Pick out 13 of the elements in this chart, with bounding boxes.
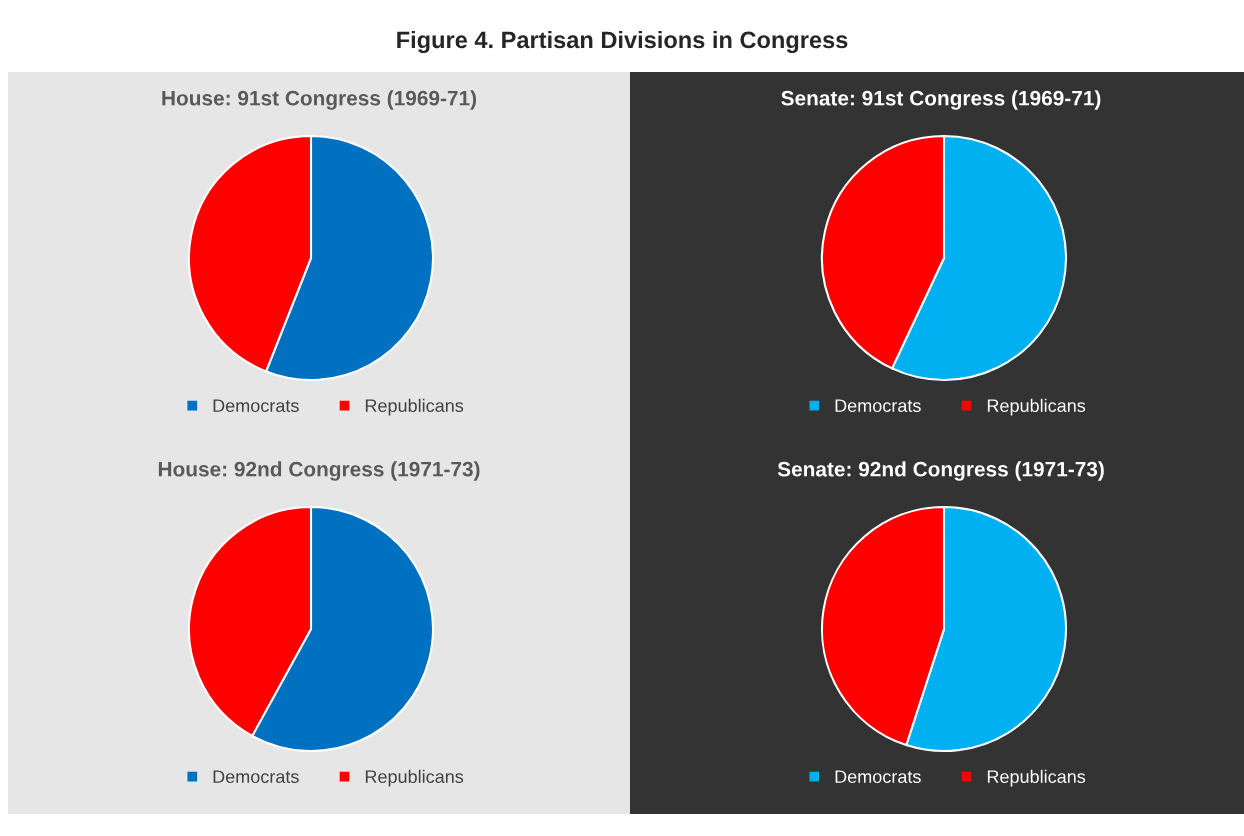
chart-title: House: 92nd Congress (1971-73) <box>158 461 480 481</box>
legend-label: Republicans <box>365 398 464 416</box>
legend-label: Republicans <box>987 398 1086 416</box>
chart-title: House: 91st Congress (1969-71) <box>162 90 477 110</box>
chart-title: Senate: 91st Congress (1969-71) <box>781 90 1101 110</box>
legend-label: Republicans <box>365 769 464 787</box>
legend-label: Republicans <box>987 769 1086 787</box>
chart-title: Senate: 92nd Congress (1971-73) <box>777 461 1104 481</box>
legend-label: Democrats <box>213 399 299 413</box>
legend-label: Democrats <box>835 399 921 413</box>
legend-label: Democrats <box>213 770 299 784</box>
legend-label: Democrats <box>835 770 921 784</box>
text: Figure 4. Partisan Divisions in Congress <box>397 30 848 54</box>
